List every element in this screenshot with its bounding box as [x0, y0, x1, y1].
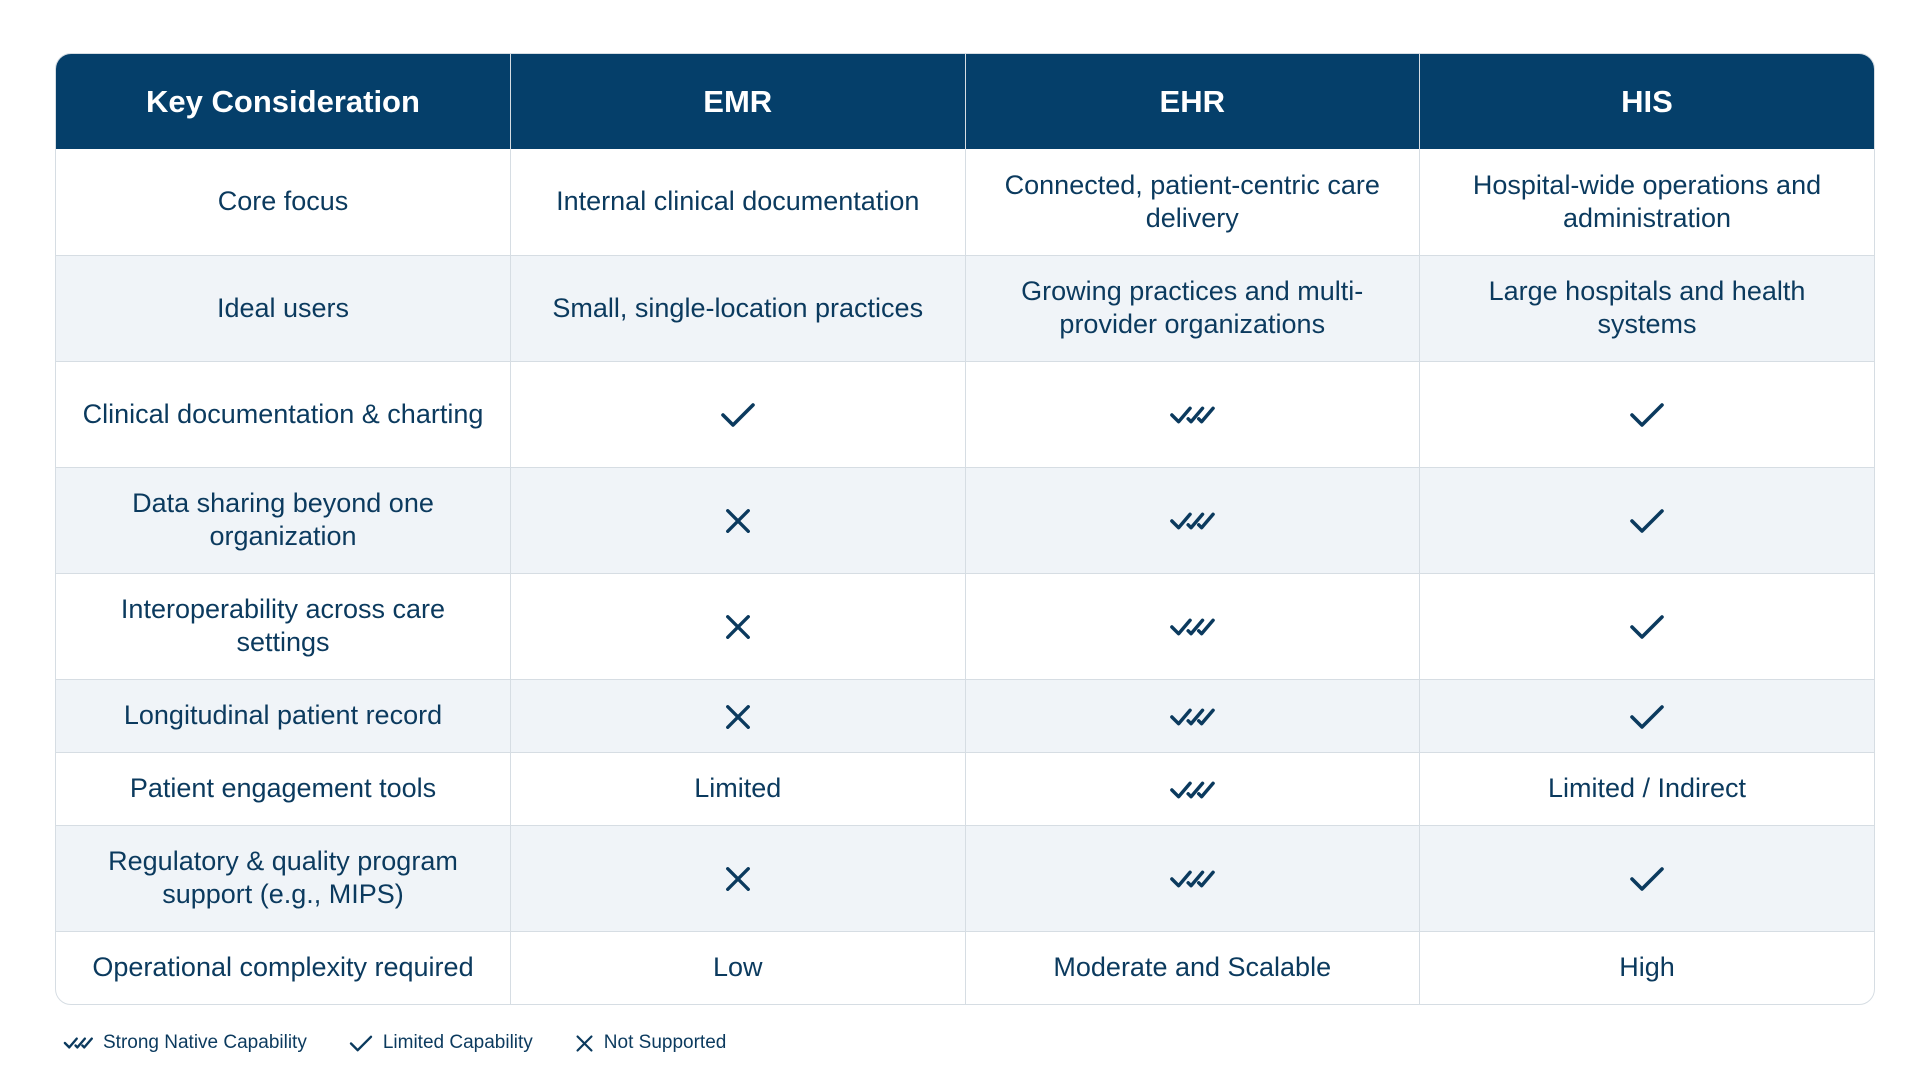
his-cell-check-icon	[1419, 466, 1874, 573]
emr-cell-x-icon	[510, 824, 966, 931]
ehr-cell-text: Growing practices and multi-provider org…	[965, 254, 1420, 361]
his-cell-check-icon	[1419, 572, 1874, 679]
row-label: Core focus	[56, 149, 511, 255]
his-cell-check-icon	[1419, 360, 1874, 467]
table-body: Core focus Internal clinical documentatio…	[56, 149, 1874, 1004]
check-icon	[1629, 399, 1665, 429]
double-check-icon	[1169, 505, 1216, 535]
row-label: Longitudinal patient record	[56, 678, 511, 752]
check-icon	[349, 1034, 383, 1053]
legend-item: Not Supported	[575, 1032, 727, 1054]
his-cell-text: Limited / Indirect	[1419, 751, 1874, 825]
ehr-cell-double-check-icon	[965, 360, 1420, 467]
table-row: Longitudinal patient record	[56, 678, 1874, 752]
table-row: Regulatory & quality program support (e.…	[56, 824, 1874, 931]
his-cell-text: Large hospitals and health systems	[1419, 254, 1874, 361]
legend-label: Not Supported	[603, 1032, 727, 1053]
double-check-icon	[1169, 399, 1216, 429]
row-label: Operational complexity required	[56, 930, 511, 1004]
emr-cell-text: Small, single-location practices	[510, 254, 966, 361]
x-icon	[575, 1034, 604, 1053]
double-check-icon	[1169, 700, 1216, 730]
header-his: HIS	[1419, 54, 1874, 149]
his-cell-check-icon	[1419, 678, 1874, 752]
double-check-icon	[1169, 611, 1216, 641]
his-cell-text: High	[1419, 930, 1874, 1004]
comparison-table-container: Key Consideration EMR EHR HIS Core focus…	[55, 53, 1875, 1005]
table-row: Interoperability across care settings	[56, 572, 1874, 679]
ehr-cell-double-check-icon	[965, 678, 1420, 752]
row-label: Interoperability across care settings	[56, 572, 511, 679]
emr-cell-x-icon	[510, 678, 966, 752]
emr-cell-x-icon	[510, 572, 966, 679]
ehr-cell-double-check-icon	[965, 572, 1420, 679]
legend-label: Strong Native Capability	[103, 1032, 307, 1053]
table-row: Patient engagement tools Limited Limited /…	[56, 751, 1874, 825]
double-check-icon	[1169, 863, 1216, 893]
x-icon	[724, 611, 752, 641]
row-label: Clinical documentation & charting	[56, 360, 511, 467]
check-icon	[1629, 700, 1665, 730]
check-icon	[720, 399, 756, 429]
emr-cell-x-icon	[510, 466, 966, 573]
table-header-row: Key Consideration EMR EHR HIS	[56, 54, 1874, 149]
his-cell-check-icon	[1419, 824, 1874, 931]
his-cell-text: Hospital-wide operations and administrat…	[1472, 169, 1822, 233]
ehr-cell-text: Connected, patient-centric care delivery	[965, 149, 1420, 255]
row-label: Patient engagement tools	[56, 751, 511, 825]
table-row: Ideal users Small, single-location practi…	[56, 254, 1874, 361]
double-check-icon	[63, 1035, 103, 1051]
check-icon	[1629, 863, 1665, 893]
legend: Strong Native Capability Limited Capabili…	[63, 1028, 768, 1058]
check-icon	[1629, 611, 1665, 641]
row-label: Ideal users	[56, 254, 511, 361]
check-icon	[1629, 505, 1665, 535]
table-row: Clinical documentation & charting	[56, 360, 1874, 467]
comparison-table: Key Consideration EMR EHR HIS Core focus…	[56, 54, 1874, 1004]
header-ehr: EHR	[965, 54, 1420, 149]
emr-cell-text: Low	[510, 930, 966, 1004]
ehr-cell-text: Moderate and Scalable	[965, 930, 1420, 1004]
x-icon	[724, 700, 752, 730]
table-row: Operational complexity required Low Modera…	[56, 930, 1874, 1004]
ehr-cell-double-check-icon	[965, 824, 1420, 931]
double-check-icon	[1169, 773, 1216, 803]
legend-item: Strong Native Capability	[63, 1032, 307, 1054]
row-label: Regulatory & quality program support (e.…	[56, 824, 511, 931]
table-row: Core focus Internal clinical documentatio…	[56, 149, 1874, 255]
x-icon	[724, 505, 752, 535]
legend-item: Limited Capability	[349, 1032, 533, 1054]
ehr-cell-double-check-icon	[965, 751, 1420, 825]
x-icon	[724, 863, 752, 893]
ehr-cell-double-check-icon	[965, 466, 1420, 573]
legend-label: Limited Capability	[382, 1032, 533, 1053]
row-label: Data sharing beyond one organization	[56, 466, 511, 573]
emr-cell-check-icon	[510, 360, 966, 467]
header-emr: EMR	[510, 54, 966, 149]
emr-cell-text: Limited	[510, 751, 966, 825]
emr-cell-text: Internal clinical documentation	[510, 149, 966, 255]
header-key-consideration: Key Consideration	[56, 54, 511, 149]
table-row: Data sharing beyond one organization	[56, 466, 1874, 573]
